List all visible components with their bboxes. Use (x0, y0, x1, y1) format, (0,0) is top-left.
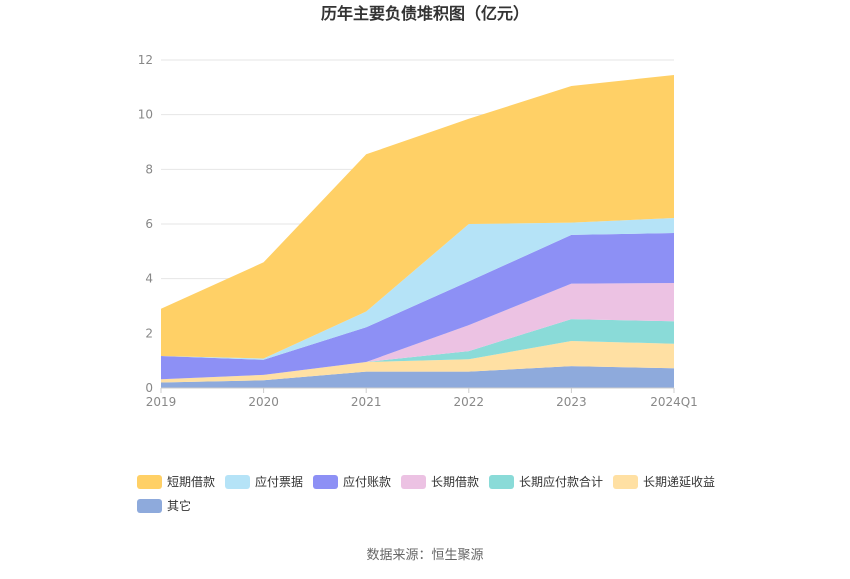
y-tick-label: 12 (138, 53, 153, 67)
x-tick-label: 2021 (351, 395, 382, 409)
legend-item[interactable]: 其它 (137, 498, 191, 513)
legend-label: 应付票据 (255, 474, 303, 489)
legend-item[interactable]: 应付账款 (313, 474, 391, 489)
y-tick-label: 10 (138, 108, 153, 122)
legend-label: 长期应付款合计 (519, 474, 603, 489)
legend-swatch (401, 475, 426, 489)
legend-item[interactable]: 长期应付款合计 (489, 474, 603, 489)
y-tick-label: 4 (145, 272, 153, 286)
legend-swatch (137, 499, 162, 513)
axes: 0 2 4 6 8 10 12 2019 2020 2021 2022 2023 2024Q1 (138, 53, 698, 409)
area-0 (161, 366, 674, 388)
x-tick-label: 2022 (454, 395, 485, 409)
legend-label: 应付账款 (343, 474, 391, 489)
y-tick-label: 2 (145, 326, 153, 340)
legend-item[interactable]: 长期递延收益 (613, 475, 715, 489)
legend-item[interactable]: 应付票据 (225, 474, 303, 489)
area-6 (161, 75, 674, 359)
area-1 (161, 341, 674, 383)
x-tick-label: 2024Q1 (650, 395, 698, 409)
y-tick-label: 6 (145, 217, 153, 231)
legend-label: 长期借款 (431, 475, 479, 489)
legend-item[interactable]: 长期借款 (401, 475, 479, 489)
legend-label: 短期借款 (167, 475, 215, 489)
legend-swatch (137, 475, 162, 489)
legend-label: 长期递延收益 (643, 475, 715, 489)
legend-swatch (225, 475, 250, 489)
chart-title: 历年主要负债堆积图（亿元） (321, 4, 529, 23)
legend-label: 其它 (167, 498, 191, 513)
area-5 (161, 218, 674, 360)
area-2 (161, 319, 674, 380)
y-tick-label: 0 (145, 381, 153, 395)
area-3 (161, 283, 674, 380)
area-4 (161, 233, 674, 380)
legend-swatch (613, 475, 638, 489)
x-tick-label: 2023 (556, 395, 587, 409)
area-series (161, 75, 674, 388)
data-source-label: 数据来源：恒生聚源 (366, 548, 483, 563)
x-tick-label: 2019 (146, 395, 177, 409)
legend-swatch (489, 475, 514, 489)
legend-swatch (313, 475, 338, 489)
y-tick-label: 8 (145, 162, 153, 176)
legend-item[interactable]: 短期借款 (137, 475, 215, 489)
x-tick-label: 2020 (248, 395, 279, 409)
